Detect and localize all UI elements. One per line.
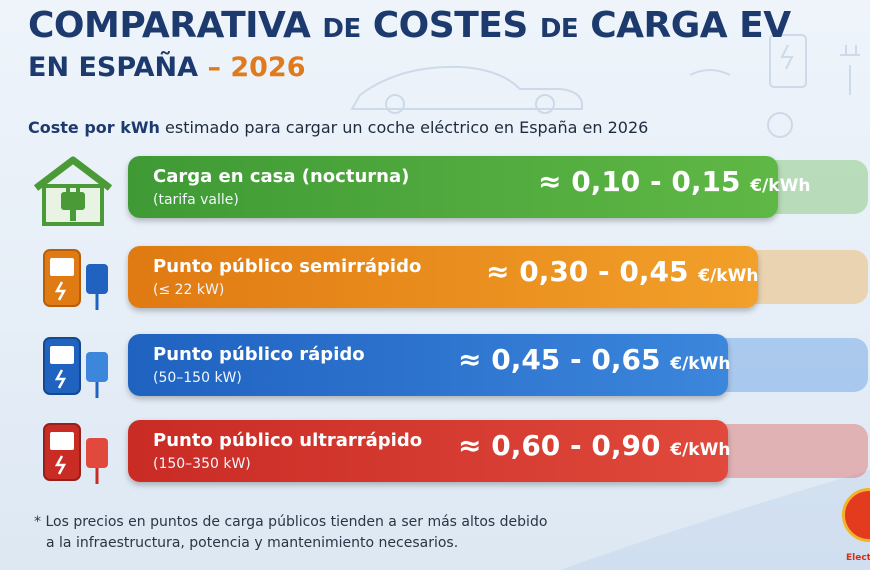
price-unit: €/kWh <box>670 354 731 374</box>
price-value: ≈ 0,60 - 0,90 €/kWh <box>458 432 730 460</box>
price-range: ≈ 0,30 - 0,45 <box>486 255 689 288</box>
row-sublabel: (50–150 kW) <box>153 370 242 386</box>
price-unit: €/kWh <box>698 266 759 286</box>
price-unit: €/kWh <box>670 440 731 460</box>
cost-row-semirrapido: Punto público semirrápido (≤ 22 kW) ≈ 0,… <box>28 246 868 312</box>
price-value: ≈ 0,30 - 0,45 €/kWh <box>486 258 758 286</box>
cost-bar <box>128 246 758 308</box>
cost-row-home: Carga en casa (nocturna) (tarifa valle) … <box>28 156 868 226</box>
price-range: ≈ 0,10 - 0,15 <box>538 165 741 198</box>
title-word: CARGA EV <box>590 5 791 46</box>
cost-bar <box>128 334 728 396</box>
cost-row-rapido: Punto público rápido (50–150 kW) ≈ 0,45 … <box>28 334 868 400</box>
cost-bar <box>128 156 778 218</box>
cost-bar <box>128 420 728 482</box>
title-dash: – <box>207 52 221 83</box>
subtitle-bold: Coste por kWh <box>28 118 160 137</box>
title-word: COSTES <box>372 5 529 46</box>
row-label: Punto público rápido <box>153 344 365 365</box>
page-title: COMPARATIVA DE COSTES DE CARGA EV EN ESP… <box>28 5 791 83</box>
row-sublabel: (tarifa valle) <box>153 192 239 208</box>
row-label: Punto público semirrápido <box>153 256 422 277</box>
row-label: Carga en casa (nocturna) <box>153 166 410 187</box>
title-year: 2026 <box>230 52 306 83</box>
price-range: ≈ 0,45 - 0,65 <box>458 343 661 376</box>
brand-logo-text: Elect <box>846 553 870 563</box>
price-range: ≈ 0,60 - 0,90 <box>458 429 661 462</box>
row-sublabel: (≤ 22 kW) <box>153 282 225 298</box>
brand-logo <box>842 488 870 542</box>
title-word: DE <box>322 14 361 44</box>
footnote: * Los precios en puntos de carga público… <box>34 512 547 554</box>
charger-station-icon <box>43 249 108 310</box>
row-sublabel: (150–350 kW) <box>153 456 251 472</box>
charger-station-icon <box>43 423 108 484</box>
title-word: COMPARATIVA <box>28 5 311 46</box>
price-value: ≈ 0,10 - 0,15 €/kWh <box>538 168 810 196</box>
cost-row-ultrarrapido: Punto público ultrarrápido (150–350 kW) … <box>28 420 868 486</box>
charger-station-icon <box>43 337 108 398</box>
subtitle-rest: estimado para cargar un coche eléctrico … <box>165 118 649 137</box>
title-word: DE <box>539 14 579 44</box>
house-plug-icon <box>33 156 113 226</box>
price-unit: €/kWh <box>750 176 811 196</box>
subtitle: Coste por kWh estimado para cargar un co… <box>28 118 648 137</box>
title-country: EN ESPAÑA <box>28 52 199 83</box>
footnote-line: a la infraestructura, potencia y manteni… <box>46 535 459 551</box>
row-label: Punto público ultrarrápido <box>153 430 423 451</box>
footnote-line: * Los precios en puntos de carga público… <box>34 514 548 530</box>
price-value: ≈ 0,45 - 0,65 €/kWh <box>458 346 730 374</box>
